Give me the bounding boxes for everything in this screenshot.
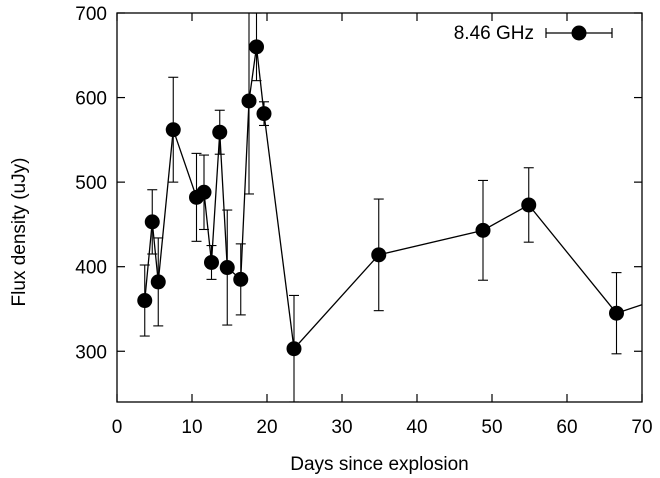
y-tick-label: 700 bbox=[75, 4, 107, 25]
data-point bbox=[371, 247, 387, 263]
x-tick-label: 70 bbox=[631, 417, 652, 438]
x-axis-title: Days since explosion bbox=[290, 454, 468, 475]
data-point bbox=[144, 214, 160, 230]
x-tick-label: 60 bbox=[556, 417, 577, 438]
x-axis: 0 10 20 30 40 50 60 70 bbox=[112, 13, 653, 438]
data-point bbox=[286, 341, 302, 357]
data-point bbox=[256, 106, 272, 122]
data-point bbox=[150, 274, 166, 290]
plot-area bbox=[137, 13, 657, 402]
data-point bbox=[196, 184, 212, 200]
data-point bbox=[233, 271, 249, 287]
plot-frame bbox=[116, 12, 643, 403]
data-point bbox=[609, 305, 624, 321]
data-point bbox=[219, 260, 235, 276]
x-tick-label: 10 bbox=[181, 417, 202, 438]
x-tick-label: 40 bbox=[406, 417, 427, 438]
data-point bbox=[212, 124, 228, 140]
error-bars bbox=[139, 13, 622, 402]
legend-label: 8.46 GHz bbox=[454, 23, 534, 44]
data-point bbox=[521, 197, 537, 213]
data-point bbox=[165, 122, 181, 138]
data-point bbox=[475, 222, 491, 238]
y-axis: 300 400 500 600 700 bbox=[75, 4, 642, 363]
data-point bbox=[137, 293, 153, 309]
legend: 8.46 GHz bbox=[454, 23, 613, 44]
y-axis-title: Flux density (uJy) bbox=[9, 158, 30, 307]
data-markers bbox=[137, 39, 657, 357]
data-point bbox=[241, 93, 257, 109]
y-tick-label: 400 bbox=[75, 258, 107, 279]
x-tick-label: 30 bbox=[331, 417, 352, 438]
x-tick-label: 20 bbox=[256, 417, 277, 438]
y-tick-label: 500 bbox=[75, 173, 107, 194]
series-line bbox=[144, 46, 642, 351]
y-tick-label: 600 bbox=[75, 89, 107, 110]
y-tick-label: 300 bbox=[75, 342, 107, 363]
data-point bbox=[642, 295, 657, 310]
data-point bbox=[249, 39, 264, 55]
data-point bbox=[204, 254, 219, 270]
legend-marker bbox=[571, 25, 587, 41]
x-tick-label: 0 bbox=[112, 417, 123, 438]
x-tick-label: 50 bbox=[481, 417, 502, 438]
